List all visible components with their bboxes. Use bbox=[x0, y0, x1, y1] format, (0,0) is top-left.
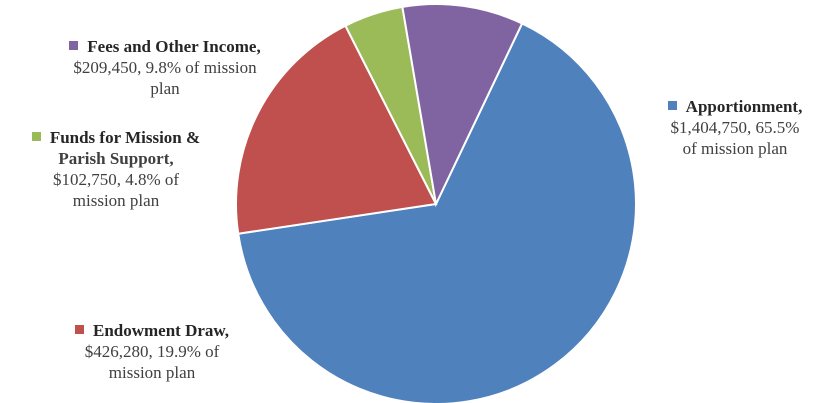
legend-swatch-funds bbox=[31, 132, 41, 141]
legend-swatch-endowment bbox=[74, 325, 84, 334]
pie-slice-apportionment bbox=[237, 22, 637, 403]
label-funds-value: $102,750, 4.8% of bbox=[52, 170, 180, 189]
label-apportionment-value: $1,404,750, 65.5% bbox=[670, 118, 800, 137]
label-apportionment-suffix: of mission plan bbox=[682, 139, 788, 158]
label-funds-suffix: mission plan bbox=[72, 191, 160, 210]
label-fees: Fees and Other Income, $209,450, 9.8% of… bbox=[40, 36, 290, 99]
label-apportionment: Apportionment, $1,404,750, 65.5% of miss… bbox=[650, 96, 820, 159]
pie-slice-endowment bbox=[235, 24, 438, 235]
legend-swatch-fees bbox=[69, 41, 79, 50]
label-endowment-suffix: mission plan bbox=[108, 363, 196, 382]
label-funds-name: Funds for Mission & bbox=[49, 128, 201, 147]
label-endowment-name: Endowment Draw, bbox=[92, 321, 229, 340]
label-funds: Funds for Mission & Parish Support, $102… bbox=[6, 127, 226, 211]
label-endowment: Endowment Draw, $426,280, 19.9% of missi… bbox=[52, 320, 252, 383]
label-fees-value: $209,450, 9.8% of mission bbox=[73, 58, 257, 77]
label-apportionment-name: Apportionment, bbox=[685, 97, 803, 116]
legend-swatch-apportionment bbox=[667, 101, 677, 110]
label-fees-name: Fees and Other Income, bbox=[87, 37, 261, 56]
label-funds-name-cont: Parish Support, bbox=[58, 149, 174, 168]
pie-slice-fees bbox=[401, 3, 524, 208]
pie-slices bbox=[235, 3, 637, 403]
label-endowment-value: $426,280, 19.9% of bbox=[84, 342, 220, 361]
label-fees-suffix: plan bbox=[150, 79, 180, 98]
